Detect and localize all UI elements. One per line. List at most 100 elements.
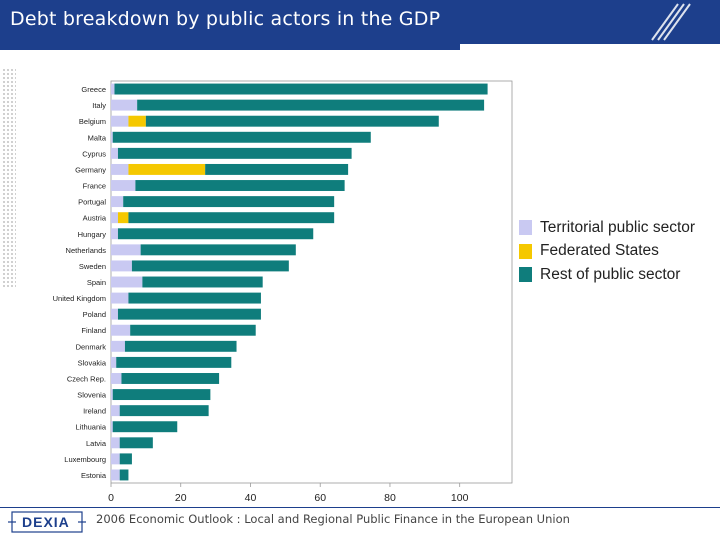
x-tick-label: 0 xyxy=(108,492,114,504)
category-label: Slovakia xyxy=(78,358,107,367)
header-bar: Debt breakdown by public actors in the G… xyxy=(0,0,720,44)
bar-territorial xyxy=(111,373,122,384)
bar-rest xyxy=(119,453,132,465)
category-label: Spain xyxy=(87,278,106,287)
bar-rest xyxy=(117,228,314,240)
bar-rest xyxy=(117,308,261,320)
category-label: Germany xyxy=(75,165,106,174)
category-label: Lithuania xyxy=(76,423,107,432)
bar-rest xyxy=(135,180,345,191)
category-label: Hungary xyxy=(78,230,107,239)
bar-rest xyxy=(121,373,220,384)
category-label: Portugal xyxy=(78,198,106,207)
x-tick-label: 100 xyxy=(451,492,469,504)
bar-federated xyxy=(128,115,146,127)
category-label: Czech Rep. xyxy=(67,374,106,383)
bar-rest xyxy=(137,99,485,111)
legend-label-federated: Federated States xyxy=(540,242,659,260)
category-label: United Kingdom xyxy=(53,294,106,303)
bar-rest xyxy=(119,469,129,481)
bar-federated xyxy=(128,163,206,175)
bar-rest xyxy=(140,244,296,256)
page-title: Debt breakdown by public actors in the G… xyxy=(10,8,441,30)
category-label: Greece xyxy=(81,85,106,94)
header-stripes-decoration xyxy=(651,3,691,41)
bar-territorial xyxy=(111,196,124,208)
bar-rest xyxy=(205,163,349,175)
bar-rest xyxy=(123,196,335,208)
bar-territorial xyxy=(111,180,136,191)
bar-rest xyxy=(131,260,289,272)
bar-territorial xyxy=(111,228,118,240)
category-label: Estonia xyxy=(81,471,107,480)
bar-territorial xyxy=(111,147,118,159)
x-tick-label: 60 xyxy=(314,492,326,504)
bar-territorial xyxy=(111,421,113,433)
legend-swatch-territorial xyxy=(519,220,532,236)
bar-rest xyxy=(117,147,352,159)
legend-label-territorial: Territorial public sector xyxy=(540,218,696,236)
category-label: France xyxy=(83,182,106,191)
bar-territorial xyxy=(111,469,120,481)
category-label: Luxembourg xyxy=(64,455,106,464)
bar-territorial xyxy=(111,212,118,224)
bar-rest xyxy=(114,83,488,95)
footer-caption: 2006 Economic Outlook : Local and Region… xyxy=(96,512,570,526)
bar-territorial xyxy=(111,324,131,336)
x-tick-label: 80 xyxy=(384,492,396,504)
bar-territorial xyxy=(111,115,129,127)
bar-rest xyxy=(145,115,439,127)
bar-territorial xyxy=(111,356,117,368)
category-label: Malta xyxy=(88,133,107,142)
category-label: Belgium xyxy=(79,117,106,126)
bar-territorial xyxy=(111,131,113,143)
legend-item-rest: Rest of public sector xyxy=(519,263,695,287)
category-label: Netherlands xyxy=(66,246,107,255)
category-label: Poland xyxy=(83,310,106,319)
legend-item-territorial: Territorial public sector xyxy=(519,216,695,240)
bar-rest xyxy=(112,389,211,401)
header-tab-strip xyxy=(0,44,460,50)
bar-territorial xyxy=(111,453,120,465)
category-label: Sweden xyxy=(79,262,106,271)
bar-federated xyxy=(117,212,129,224)
legend-item-federated: Federated States xyxy=(519,240,695,264)
bar-rest xyxy=(112,131,371,143)
category-label: Italy xyxy=(92,101,106,110)
bar-territorial xyxy=(111,163,129,175)
bar-rest xyxy=(112,421,178,433)
bar-rest xyxy=(130,324,256,336)
bar-rest xyxy=(142,276,263,288)
bar-territorial xyxy=(111,340,125,352)
category-label: Latvia xyxy=(86,439,107,448)
bar-territorial xyxy=(111,437,120,449)
bar-rest xyxy=(128,292,261,304)
bar-territorial xyxy=(111,276,143,288)
category-label: Cyprus xyxy=(82,149,106,158)
category-label: Finland xyxy=(81,326,106,335)
bar-rest xyxy=(119,437,153,449)
legend-label-rest: Rest of public sector xyxy=(540,265,681,283)
bar-rest xyxy=(124,340,237,352)
bar-territorial xyxy=(111,308,118,320)
bar-rest xyxy=(128,212,335,224)
x-tick-label: 20 xyxy=(175,492,187,504)
bar-territorial xyxy=(111,99,138,111)
footer-divider xyxy=(0,507,720,508)
x-tick-label: 40 xyxy=(245,492,257,504)
bar-territorial xyxy=(111,389,113,401)
legend-swatch-federated xyxy=(519,243,532,259)
legend-swatch-rest xyxy=(519,267,532,283)
category-label: Denmark xyxy=(76,342,107,351)
decorative-dot-pattern xyxy=(2,68,16,288)
bar-rest xyxy=(119,405,209,417)
bar-territorial xyxy=(111,292,129,304)
stacked-bar-chart: Greece Italy Belgium Malta Cyprus Germany Fran… xyxy=(53,80,513,504)
dexia-logo: DEXIA xyxy=(8,508,86,536)
chart-legend: Territorial public sector Federated Stat… xyxy=(519,216,695,287)
logo-frame-icon xyxy=(8,511,86,533)
bar-territorial xyxy=(111,405,120,417)
category-label: Slovenia xyxy=(77,391,107,400)
bar-territorial xyxy=(111,260,132,272)
bar-territorial xyxy=(111,83,115,95)
